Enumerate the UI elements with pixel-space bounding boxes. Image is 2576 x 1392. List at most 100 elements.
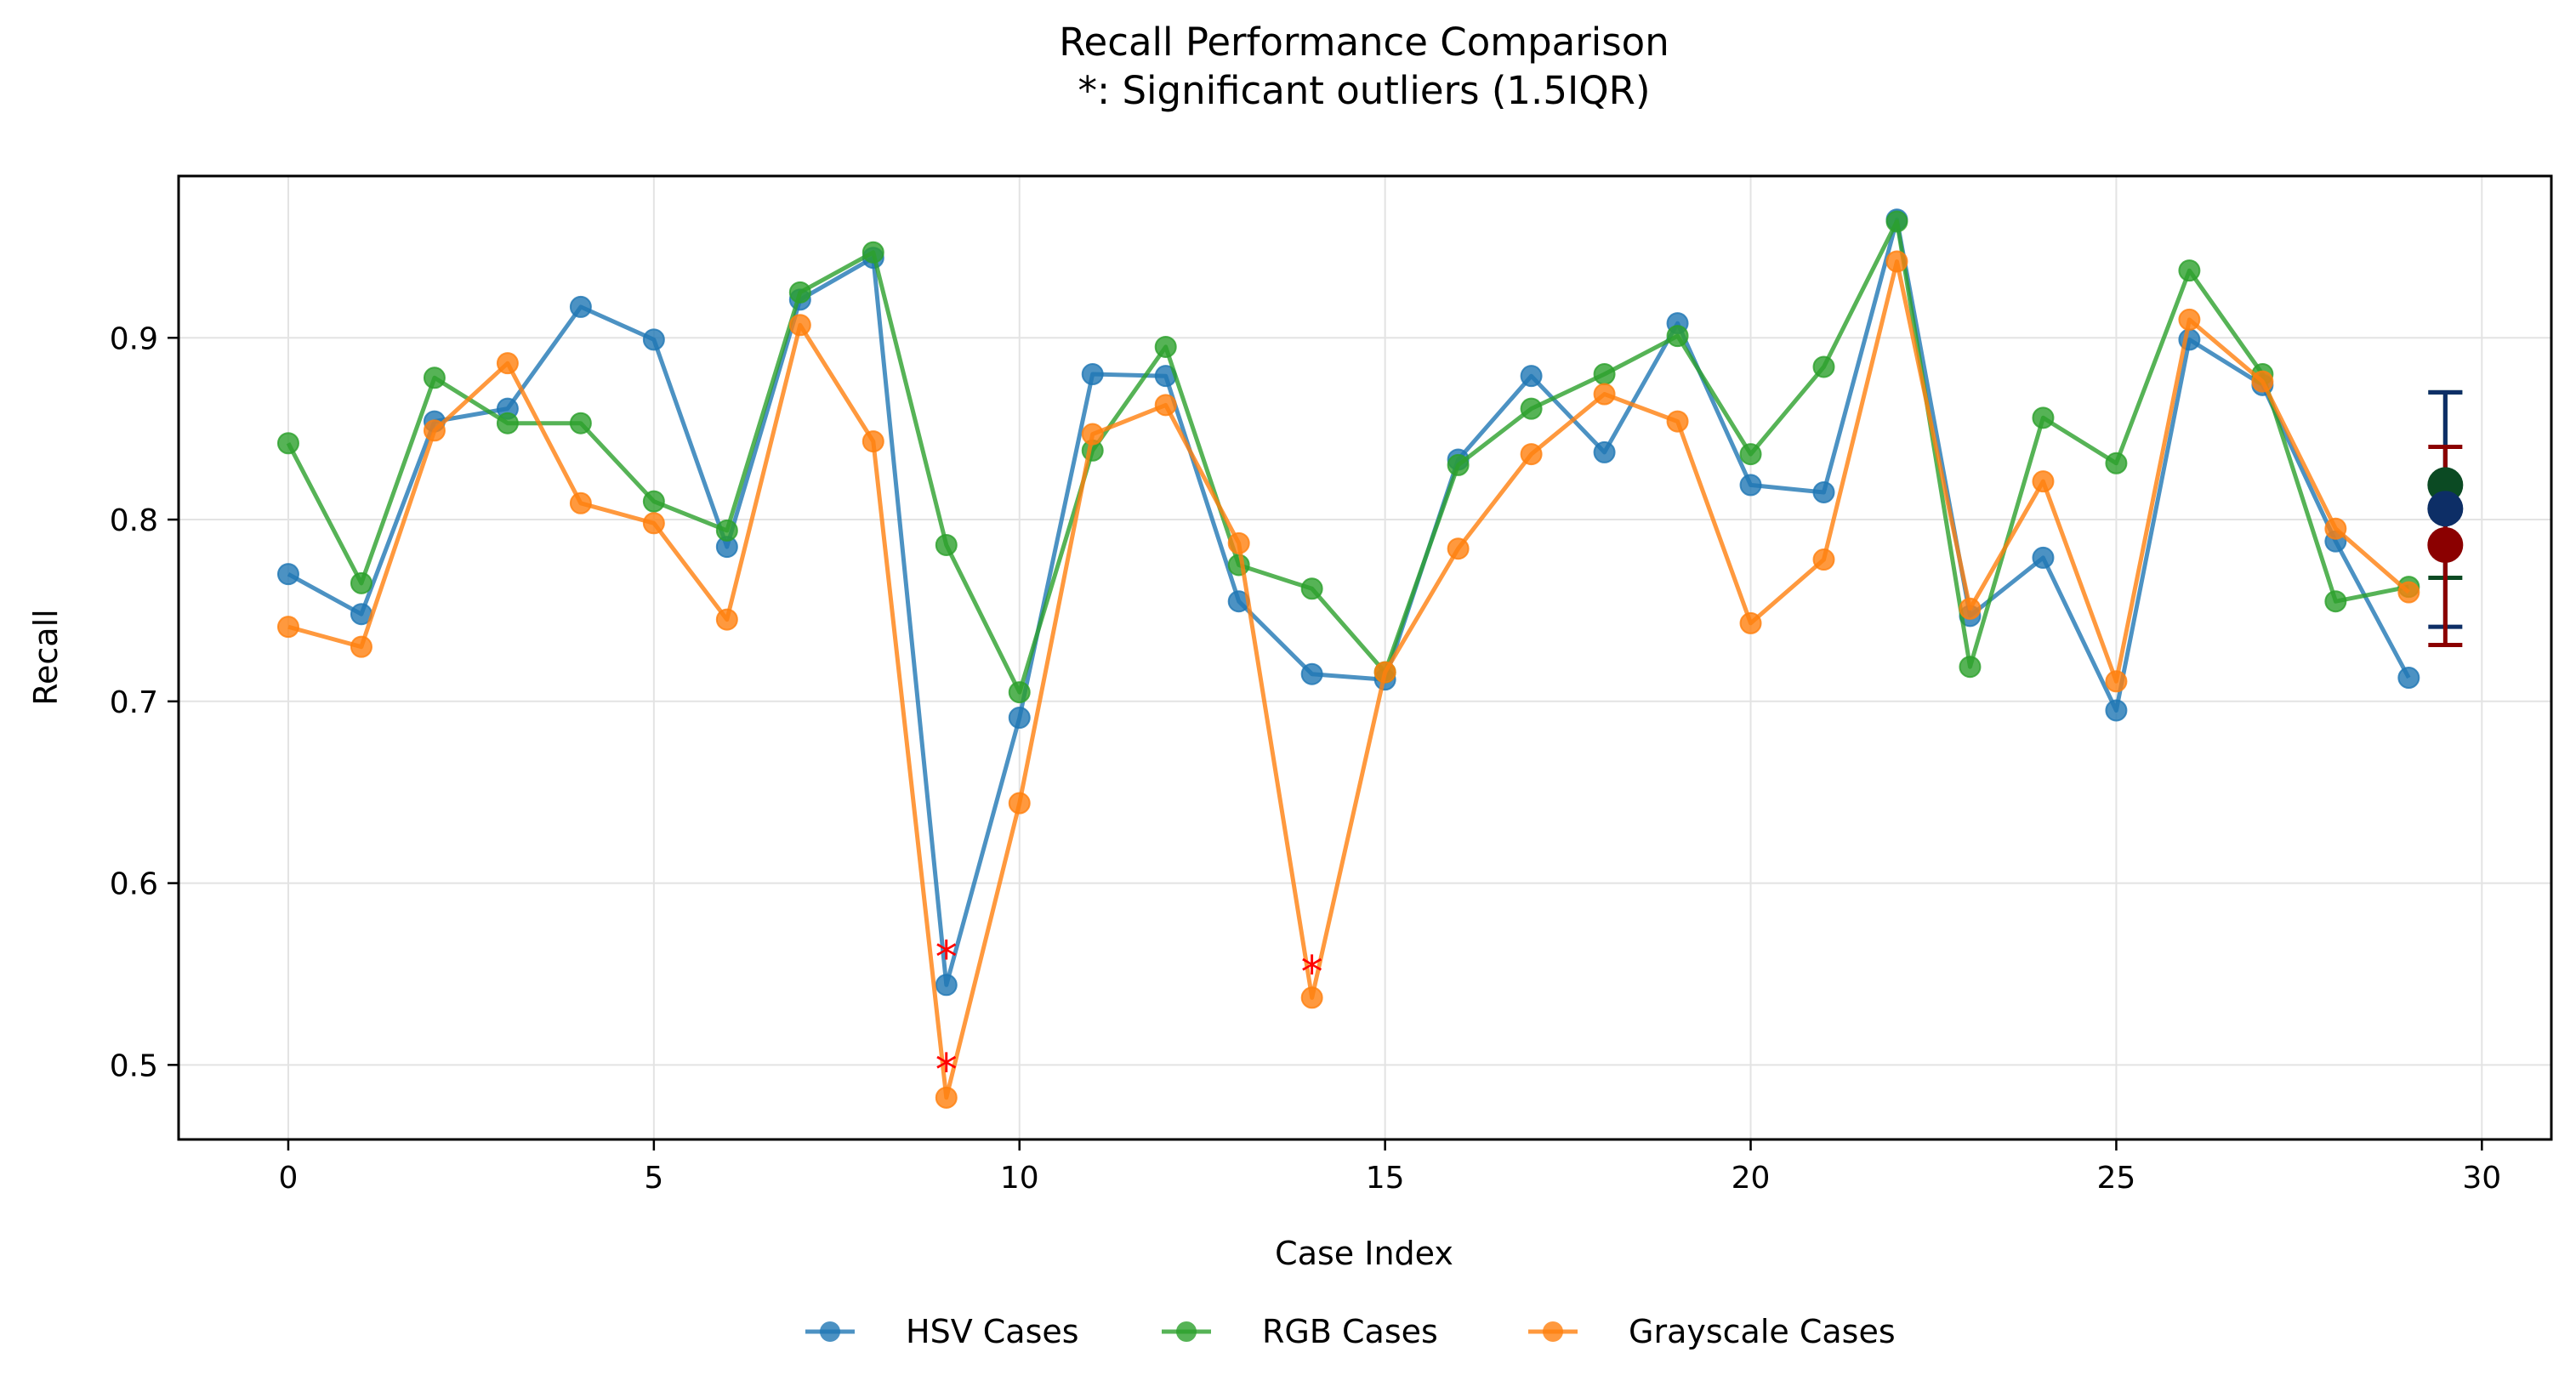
data-point (1008, 792, 1031, 815)
data-point (2105, 699, 2128, 722)
y-tick-label: 0.8 (110, 503, 158, 538)
data-point (1812, 480, 1835, 503)
data-point (276, 563, 299, 586)
data-point (1593, 383, 1616, 406)
data-point (1812, 548, 1835, 571)
data-point (1520, 443, 1543, 466)
outlier-marker: * (1301, 947, 1323, 998)
data-point (1154, 335, 1177, 358)
x-tick-label: 10 (1000, 1161, 1039, 1196)
data-point (1593, 363, 1616, 386)
data-point (1227, 531, 1250, 554)
data-point (1739, 611, 1762, 634)
data-point (1447, 453, 1470, 476)
data-point (1081, 363, 1104, 386)
x-tick-label: 15 (1366, 1161, 1405, 1196)
y-tick-label: 0.5 (110, 1048, 158, 1083)
data-point (1227, 554, 1250, 577)
data-point (2178, 308, 2201, 331)
y-axis: 0.5 0.6 0.7 0.8 0.9 (110, 321, 179, 1083)
x-tick-label: 25 (2097, 1161, 2136, 1196)
legend-marker (1543, 1321, 1563, 1342)
data-point (2032, 406, 2055, 429)
legend: HSV Cases RGB Cases Grayscale Cases (805, 1313, 1896, 1350)
data-point (2397, 667, 2420, 690)
legend-label: Grayscale Cases (1629, 1313, 1896, 1350)
x-axis: 0 5 10 15 20 25 30 (279, 1139, 2501, 1196)
data-point (1300, 662, 1323, 685)
legend-label: RGB Cases (1262, 1313, 1438, 1350)
legend-item: RGB Cases (1162, 1313, 1438, 1350)
data-point (1081, 423, 1104, 446)
data-point (276, 616, 299, 639)
data-point (715, 608, 738, 631)
data-point (2105, 452, 2128, 474)
data-point (1739, 443, 1762, 466)
series-grayscale-cases (276, 250, 2420, 1109)
summary-mean-marker (2427, 526, 2464, 563)
data-point (1666, 410, 1689, 433)
series-line (287, 259, 2410, 1100)
data-point (350, 635, 372, 658)
data-point (1959, 656, 1982, 679)
legend-item: HSV Cases (805, 1313, 1079, 1350)
data-point (496, 352, 519, 375)
data-point (862, 430, 884, 453)
data-point (1447, 537, 1470, 560)
data-point (2032, 470, 2055, 493)
outlier-marker: * (935, 1045, 958, 1096)
data-point (788, 281, 811, 304)
series-layer (276, 208, 2420, 1109)
data-point (862, 241, 884, 264)
data-point (2324, 517, 2347, 540)
data-point (1300, 577, 1323, 600)
data-point (1959, 597, 1982, 620)
data-point (1666, 325, 1689, 348)
data-point (1373, 661, 1396, 684)
data-point (423, 366, 446, 389)
y-axis-label: Recall (27, 609, 65, 705)
data-point (642, 490, 665, 513)
data-point (1520, 397, 1543, 420)
x-tick-label: 5 (644, 1161, 663, 1196)
data-point (1008, 681, 1031, 704)
data-point (2032, 546, 2055, 569)
data-point (935, 1086, 958, 1109)
chart-title: Recall Performance Comparison (1059, 20, 1669, 65)
summary-mean-marker (2427, 491, 2464, 527)
data-point (350, 571, 372, 594)
data-point (2324, 590, 2347, 613)
series-hsv-cases (276, 208, 2420, 997)
chart-subtitle: *: Significant outliers (1.5IQR) (1078, 68, 1650, 113)
x-tick-label: 20 (1732, 1161, 1771, 1196)
data-point (935, 974, 958, 997)
data-point (1812, 355, 1835, 378)
data-point (642, 512, 665, 535)
legend-marker (1176, 1321, 1197, 1342)
legend-label: HSV Cases (906, 1313, 1079, 1350)
data-point (496, 412, 519, 435)
data-point (1154, 394, 1177, 417)
legend-marker (820, 1321, 840, 1342)
data-point (1885, 250, 1908, 273)
data-point (1739, 474, 1762, 497)
data-point (1300, 986, 1323, 1009)
outlier-layer: * * * (935, 933, 1323, 1097)
outlier-marker: * (935, 933, 958, 984)
y-tick-label: 0.9 (110, 321, 158, 356)
data-point (788, 314, 811, 337)
legend-item: Grayscale Cases (1528, 1313, 1896, 1350)
data-point (1520, 365, 1543, 388)
data-point (569, 295, 592, 318)
series-line (287, 217, 2411, 987)
x-tick-label: 30 (2462, 1161, 2501, 1196)
data-point (642, 328, 665, 351)
summary-layer (2427, 389, 2464, 648)
plot-frame (177, 174, 2553, 1141)
y-tick-label: 0.7 (110, 685, 158, 720)
data-point (715, 519, 738, 542)
grid (179, 176, 2551, 1139)
data-point (423, 419, 446, 442)
data-point (2397, 581, 2420, 604)
